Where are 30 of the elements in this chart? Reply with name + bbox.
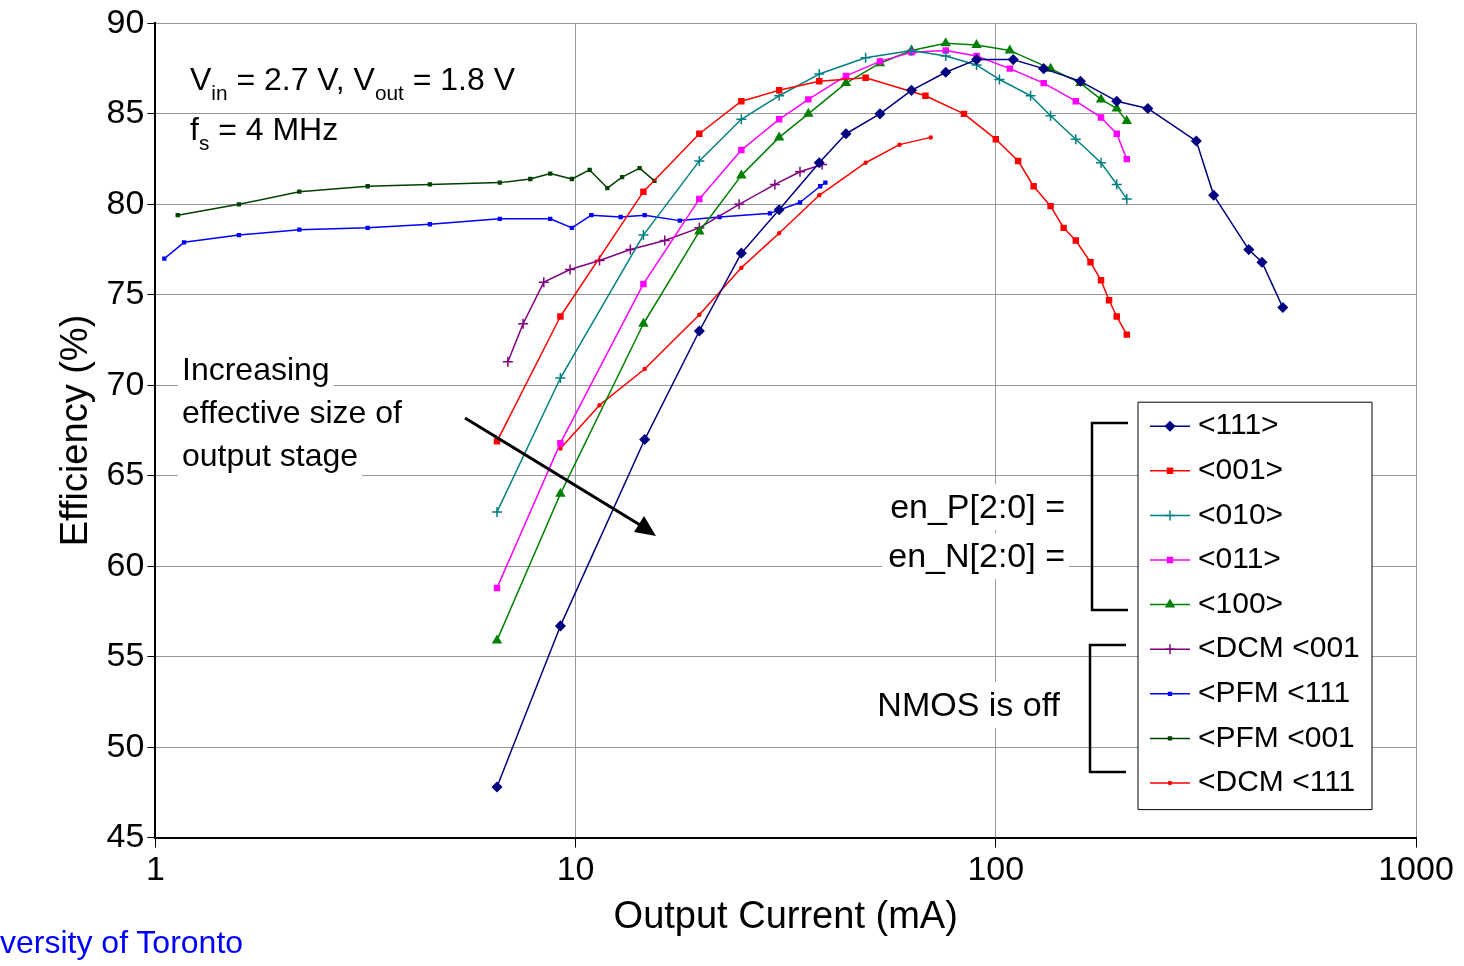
y-tick-label: 50 xyxy=(106,725,145,764)
y-tick-label: 75 xyxy=(106,273,145,312)
annotation: en_P[2:0] = xyxy=(890,487,1066,525)
y-tick-label: 55 xyxy=(106,635,145,674)
x-tick-label: 1 xyxy=(145,849,165,888)
y-tick-label: 70 xyxy=(106,363,145,402)
y-tick-label: 60 xyxy=(106,544,145,583)
legend-label: <PFM <111 xyxy=(1198,675,1351,709)
legend-label: <001> xyxy=(1198,452,1284,486)
x-tick-label: 100 xyxy=(967,849,1025,888)
legend-label: <DCM <111 xyxy=(1198,764,1356,798)
legend-label: <011> xyxy=(1198,541,1281,575)
annotation: NMOS is off xyxy=(877,685,1061,723)
y-tick-label: 90 xyxy=(106,1,145,40)
x-tick-label: 10 xyxy=(556,849,595,888)
annotation: en_N[2:0] = xyxy=(888,536,1066,574)
legend-label: <DCM <001 xyxy=(1198,630,1360,664)
y-tick-label: 65 xyxy=(106,454,145,493)
annotation: Increasing effective size of output stage xyxy=(182,351,403,473)
x-tick-label: 1000 xyxy=(1378,849,1454,888)
legend-label: <010> xyxy=(1198,496,1284,530)
legend-label: <111> xyxy=(1198,407,1279,441)
y-tick-label: 85 xyxy=(106,92,145,131)
y-tick-label: 45 xyxy=(106,815,145,854)
y-axis-title: Efficiency (%) xyxy=(53,314,96,547)
x-axis-title: Output Current (mA) xyxy=(613,893,958,936)
legend-label: <100> xyxy=(1198,585,1284,619)
text: versity of Toronto xyxy=(0,924,244,960)
legend-label: <PFM <001 xyxy=(1198,719,1355,753)
y-tick-label: 80 xyxy=(106,182,145,221)
